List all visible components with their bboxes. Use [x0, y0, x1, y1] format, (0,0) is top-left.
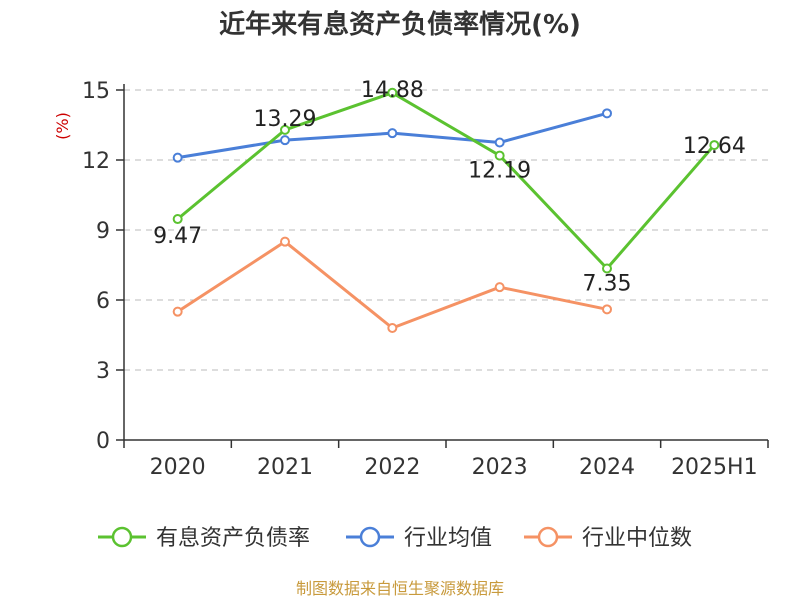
data-point — [280, 236, 290, 247]
series-3 — [172, 236, 612, 333]
legend-label: 行业中位数 — [582, 526, 692, 551]
data-label: 9.47 — [153, 224, 202, 249]
axes: 0 3 6 9 12 15 2020 2021 2022 2023 2024 2025H1 — [82, 79, 769, 480]
legend-marker — [537, 526, 559, 548]
data-point — [602, 108, 612, 119]
data-label: 12.19 — [468, 159, 531, 184]
series-2 — [172, 108, 612, 163]
data-point — [494, 282, 505, 293]
data-point — [172, 214, 183, 225]
legend: 有息资产负债率 行业均值 行业中位数 — [98, 526, 692, 551]
data-point — [387, 323, 398, 333]
legend-item-1[interactable]: 有息资产负债率 — [98, 526, 310, 551]
data-point — [280, 135, 290, 146]
x-tick-label: 2021 — [257, 455, 313, 480]
legend-label: 行业均值 — [404, 526, 492, 551]
x-tick-label: 2020 — [150, 455, 206, 480]
y-tick-label: 0 — [96, 429, 110, 454]
data-point — [494, 150, 505, 161]
data-point — [602, 263, 612, 274]
data-labels: 9.47 13.29 14.88 12.19 7.35 12.64 — [153, 78, 746, 297]
y-axis-label: (%) — [53, 112, 72, 140]
data-label: 13.29 — [254, 107, 317, 132]
chart-title: 近年来有息资产负债率情况(%) — [219, 9, 581, 40]
legend-item-2[interactable]: 行业均值 — [346, 526, 492, 551]
y-tick-label: 6 — [96, 289, 110, 314]
y-tick-label: 15 — [82, 79, 110, 104]
y-tick-label: 12 — [82, 149, 110, 174]
data-point — [172, 152, 183, 163]
legend-label: 有息资产负债率 — [156, 526, 310, 551]
data-point — [709, 140, 720, 151]
data-label: 14.88 — [361, 78, 424, 103]
data-point — [602, 304, 612, 315]
data-point — [172, 306, 183, 317]
series-line — [176, 240, 608, 330]
y-tick-label: 9 — [96, 219, 110, 244]
y-tick-label: 3 — [96, 359, 110, 384]
x-tick-label: 2023 — [472, 455, 528, 480]
x-tick-label: 2022 — [364, 455, 420, 480]
source-note: 制图数据来自恒生聚源数据库 — [296, 579, 504, 598]
data-point — [387, 87, 398, 98]
series-layer — [172, 87, 720, 333]
data-point — [494, 137, 505, 148]
data-point — [280, 124, 290, 135]
x-tick-label: 2025H1 — [671, 455, 758, 480]
grid-lines — [124, 89, 768, 371]
x-tick-label: 2024 — [579, 455, 635, 480]
legend-marker — [359, 526, 381, 548]
data-label: 7.35 — [583, 272, 632, 297]
series-1 — [172, 87, 720, 274]
data-point — [387, 128, 398, 139]
legend-marker — [111, 526, 133, 548]
data-label: 12.64 — [683, 134, 746, 159]
series-line — [176, 91, 716, 270]
legend-item-3[interactable]: 行业中位数 — [524, 526, 692, 551]
